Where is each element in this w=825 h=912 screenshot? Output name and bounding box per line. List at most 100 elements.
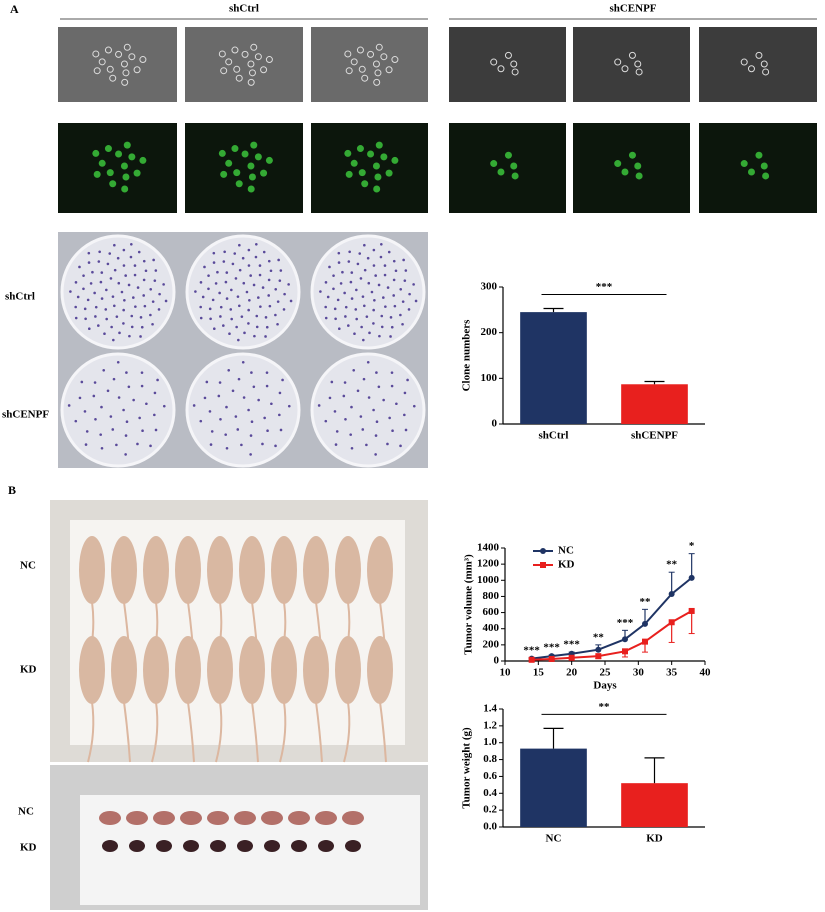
cell-gfp bbox=[235, 180, 243, 188]
colony bbox=[282, 308, 286, 311]
colony bbox=[78, 396, 82, 400]
colony bbox=[218, 381, 222, 384]
cell-gfp bbox=[247, 185, 255, 193]
tumor bbox=[315, 811, 337, 825]
tumor bbox=[342, 811, 364, 825]
colony bbox=[254, 255, 258, 259]
y-tick-label: 400 bbox=[483, 622, 500, 634]
colony bbox=[97, 324, 100, 327]
cell bbox=[762, 68, 770, 76]
colony bbox=[349, 280, 353, 284]
colony bbox=[250, 420, 254, 424]
colony bbox=[224, 280, 228, 284]
cell-gfp bbox=[122, 173, 130, 181]
colony bbox=[384, 305, 387, 308]
colony bbox=[317, 404, 321, 407]
colony bbox=[214, 282, 218, 285]
cell bbox=[621, 65, 629, 73]
colony bbox=[372, 248, 376, 252]
y-axis-label: Tumor volume (mm³) bbox=[463, 554, 475, 655]
mouse bbox=[175, 536, 201, 604]
tumor bbox=[288, 811, 310, 825]
colony bbox=[219, 305, 223, 309]
cell-gfp bbox=[98, 159, 106, 167]
x-tick-label: 10 bbox=[500, 667, 512, 679]
cell-gfp bbox=[344, 149, 352, 157]
cell-gfp bbox=[497, 168, 505, 176]
colony bbox=[253, 334, 256, 338]
point bbox=[642, 638, 648, 645]
colony bbox=[326, 295, 330, 299]
cell bbox=[247, 60, 255, 68]
colony bbox=[120, 290, 124, 294]
colony bbox=[350, 297, 354, 300]
colony bbox=[249, 453, 252, 456]
colony bbox=[324, 305, 327, 309]
colony bbox=[91, 270, 94, 274]
colony bbox=[247, 408, 250, 412]
x-tick-label: shCENPF bbox=[631, 430, 678, 442]
cell bbox=[361, 74, 369, 82]
cell-gfp bbox=[375, 141, 383, 149]
x-tick-label: 35 bbox=[666, 667, 678, 679]
colony bbox=[380, 314, 384, 318]
colony bbox=[360, 325, 363, 329]
tail bbox=[379, 701, 387, 763]
y-tick-label: 800 bbox=[483, 590, 500, 602]
cell-gfp bbox=[241, 150, 249, 158]
tumor bbox=[264, 840, 280, 852]
cell bbox=[93, 67, 101, 75]
tumor bbox=[99, 811, 121, 825]
colony bbox=[266, 429, 269, 432]
colony bbox=[336, 298, 340, 302]
colony bbox=[117, 281, 121, 285]
colony bbox=[408, 292, 411, 296]
colony bbox=[368, 331, 371, 335]
row-label: NC bbox=[18, 806, 34, 818]
row-label: KD bbox=[20, 842, 37, 854]
colony bbox=[233, 252, 237, 255]
well bbox=[60, 352, 176, 468]
cell-gfp bbox=[380, 153, 388, 161]
colony bbox=[74, 305, 77, 309]
colony bbox=[267, 294, 270, 297]
colony bbox=[109, 415, 113, 418]
colony bbox=[225, 405, 228, 409]
colony bbox=[358, 252, 362, 255]
y-tick-label: 1.2 bbox=[483, 719, 497, 731]
colony bbox=[337, 261, 341, 264]
colony bbox=[333, 307, 337, 311]
colony bbox=[224, 433, 227, 436]
cell bbox=[380, 53, 388, 61]
cell-gfp bbox=[356, 145, 364, 153]
colony bbox=[89, 282, 93, 285]
colony bbox=[122, 308, 125, 312]
well bbox=[310, 234, 426, 350]
colony bbox=[356, 262, 360, 266]
colony bbox=[366, 256, 370, 260]
colony bbox=[217, 394, 221, 398]
cell bbox=[374, 69, 382, 77]
colony bbox=[277, 258, 280, 262]
cell-gfp bbox=[628, 151, 636, 159]
cell bbox=[504, 51, 512, 59]
colony bbox=[142, 294, 145, 297]
colony bbox=[349, 433, 352, 436]
colony bbox=[85, 430, 89, 433]
colony bbox=[93, 381, 97, 384]
point bbox=[688, 574, 695, 581]
mouse bbox=[79, 636, 105, 704]
colony bbox=[264, 316, 268, 319]
cell bbox=[133, 66, 141, 74]
y-tick-label: 200 bbox=[481, 326, 498, 338]
colony bbox=[370, 290, 374, 294]
mouse bbox=[335, 636, 361, 704]
point bbox=[548, 655, 555, 662]
tumor bbox=[207, 811, 229, 825]
cell-gfp bbox=[254, 153, 262, 161]
colony bbox=[276, 300, 280, 303]
tail bbox=[123, 701, 131, 763]
mouse bbox=[79, 536, 105, 604]
colony bbox=[99, 280, 103, 284]
colony bbox=[153, 413, 156, 417]
